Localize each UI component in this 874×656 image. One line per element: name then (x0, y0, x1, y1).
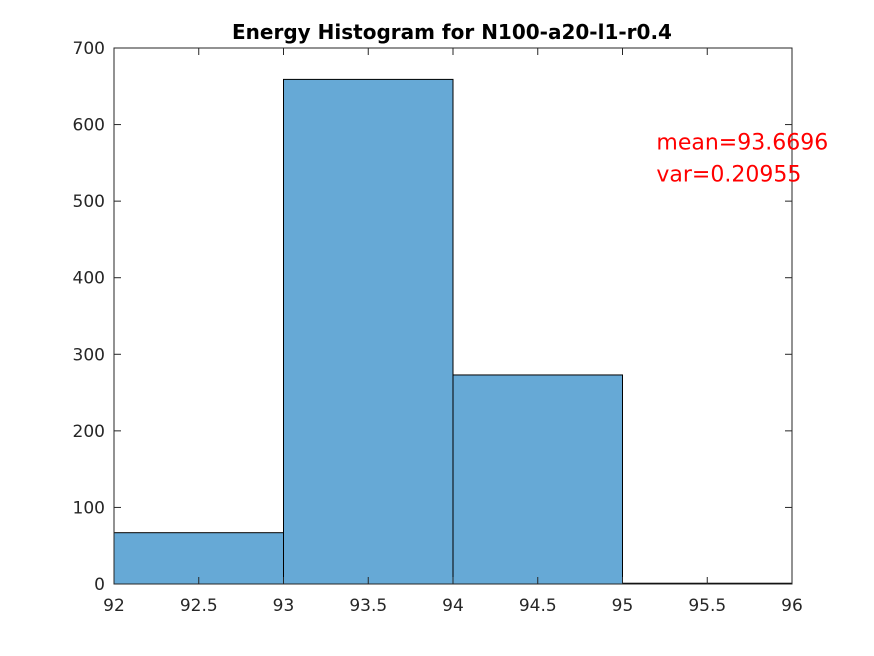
x-tick-label: 94 (442, 596, 464, 616)
axes-group: 92 92.5 93 93.5 94 94.5 95 95.5 96 0 100 200 300 400 5… (73, 39, 803, 616)
x-tick-label: 92 (103, 596, 125, 616)
chart-title: Energy Histogram for N100-a20-l1-r0.4 (232, 20, 672, 44)
x-tick-label: 95 (612, 596, 634, 616)
y-tick-label: 600 (73, 116, 105, 136)
x-tick-label: 96 (781, 596, 803, 616)
annotations-group: mean=93.6696 var=0.20955 (656, 130, 828, 187)
x-tick-label: 95.5 (688, 596, 726, 616)
y-tick-label: 500 (73, 192, 105, 212)
stat-annotation-1: mean=93.6696 (656, 130, 828, 155)
x-tick-label: 94.5 (519, 596, 557, 616)
y-tick-label: 200 (73, 422, 105, 442)
x-tick-label: 93 (273, 596, 295, 616)
x-tick-label: 92.5 (180, 596, 218, 616)
histogram-bar-3 (452, 374, 623, 585)
y-tick-label: 400 (73, 269, 105, 289)
y-tick-label: 0 (94, 575, 105, 595)
histogram-bar-2 (283, 78, 454, 585)
stat-annotation-2: var=0.20955 (656, 163, 801, 188)
y-tick-label: 100 (73, 498, 105, 518)
bars-group (113, 78, 793, 585)
y-tick-label: 300 (73, 345, 105, 365)
x-tick-label: 93.5 (349, 596, 387, 616)
histogram-bar-1 (113, 532, 284, 585)
y-tick-label: 700 (73, 39, 105, 59)
